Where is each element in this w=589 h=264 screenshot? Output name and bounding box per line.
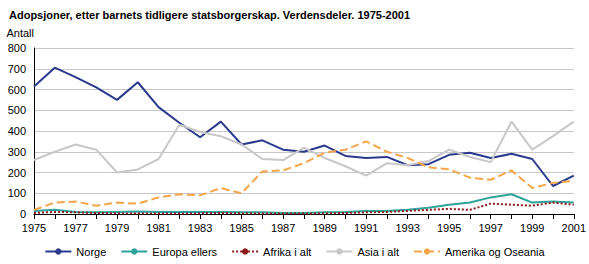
svg-text:Amerika og Oseania: Amerika og Oseania — [445, 246, 546, 258]
svg-text:1975: 1975 — [22, 222, 46, 234]
svg-text:1977: 1977 — [63, 222, 87, 234]
svg-text:1999: 1999 — [520, 222, 544, 234]
svg-text:800: 800 — [8, 42, 26, 54]
svg-text:300: 300 — [8, 146, 26, 158]
svg-text:Norge: Norge — [76, 246, 106, 258]
svg-text:1981: 1981 — [146, 222, 170, 234]
svg-text:1993: 1993 — [395, 222, 419, 234]
svg-text:Afrika i alt: Afrika i alt — [263, 246, 311, 258]
svg-text:700: 700 — [8, 63, 26, 75]
svg-text:2001: 2001 — [562, 222, 586, 234]
svg-text:500: 500 — [8, 104, 26, 116]
svg-text:1985: 1985 — [229, 222, 253, 234]
svg-text:600: 600 — [8, 84, 26, 96]
svg-text:400: 400 — [8, 125, 26, 137]
svg-text:1997: 1997 — [478, 222, 502, 234]
svg-text:1979: 1979 — [105, 222, 129, 234]
svg-text:Europa ellers: Europa ellers — [152, 246, 217, 258]
svg-text:Antall: Antall — [6, 27, 34, 39]
svg-text:200: 200 — [8, 167, 26, 179]
svg-text:1995: 1995 — [437, 222, 461, 234]
svg-text:Asia i alt: Asia i alt — [357, 246, 399, 258]
svg-text:1983: 1983 — [188, 222, 212, 234]
svg-text:100: 100 — [8, 187, 26, 199]
svg-text:1989: 1989 — [312, 222, 336, 234]
svg-text:1987: 1987 — [271, 222, 295, 234]
svg-text:0: 0 — [20, 208, 26, 220]
svg-text:1991: 1991 — [354, 222, 378, 234]
svg-text:Adopsjoner, etter barnets tidl: Adopsjoner, etter barnets tidligere stat… — [9, 9, 410, 21]
